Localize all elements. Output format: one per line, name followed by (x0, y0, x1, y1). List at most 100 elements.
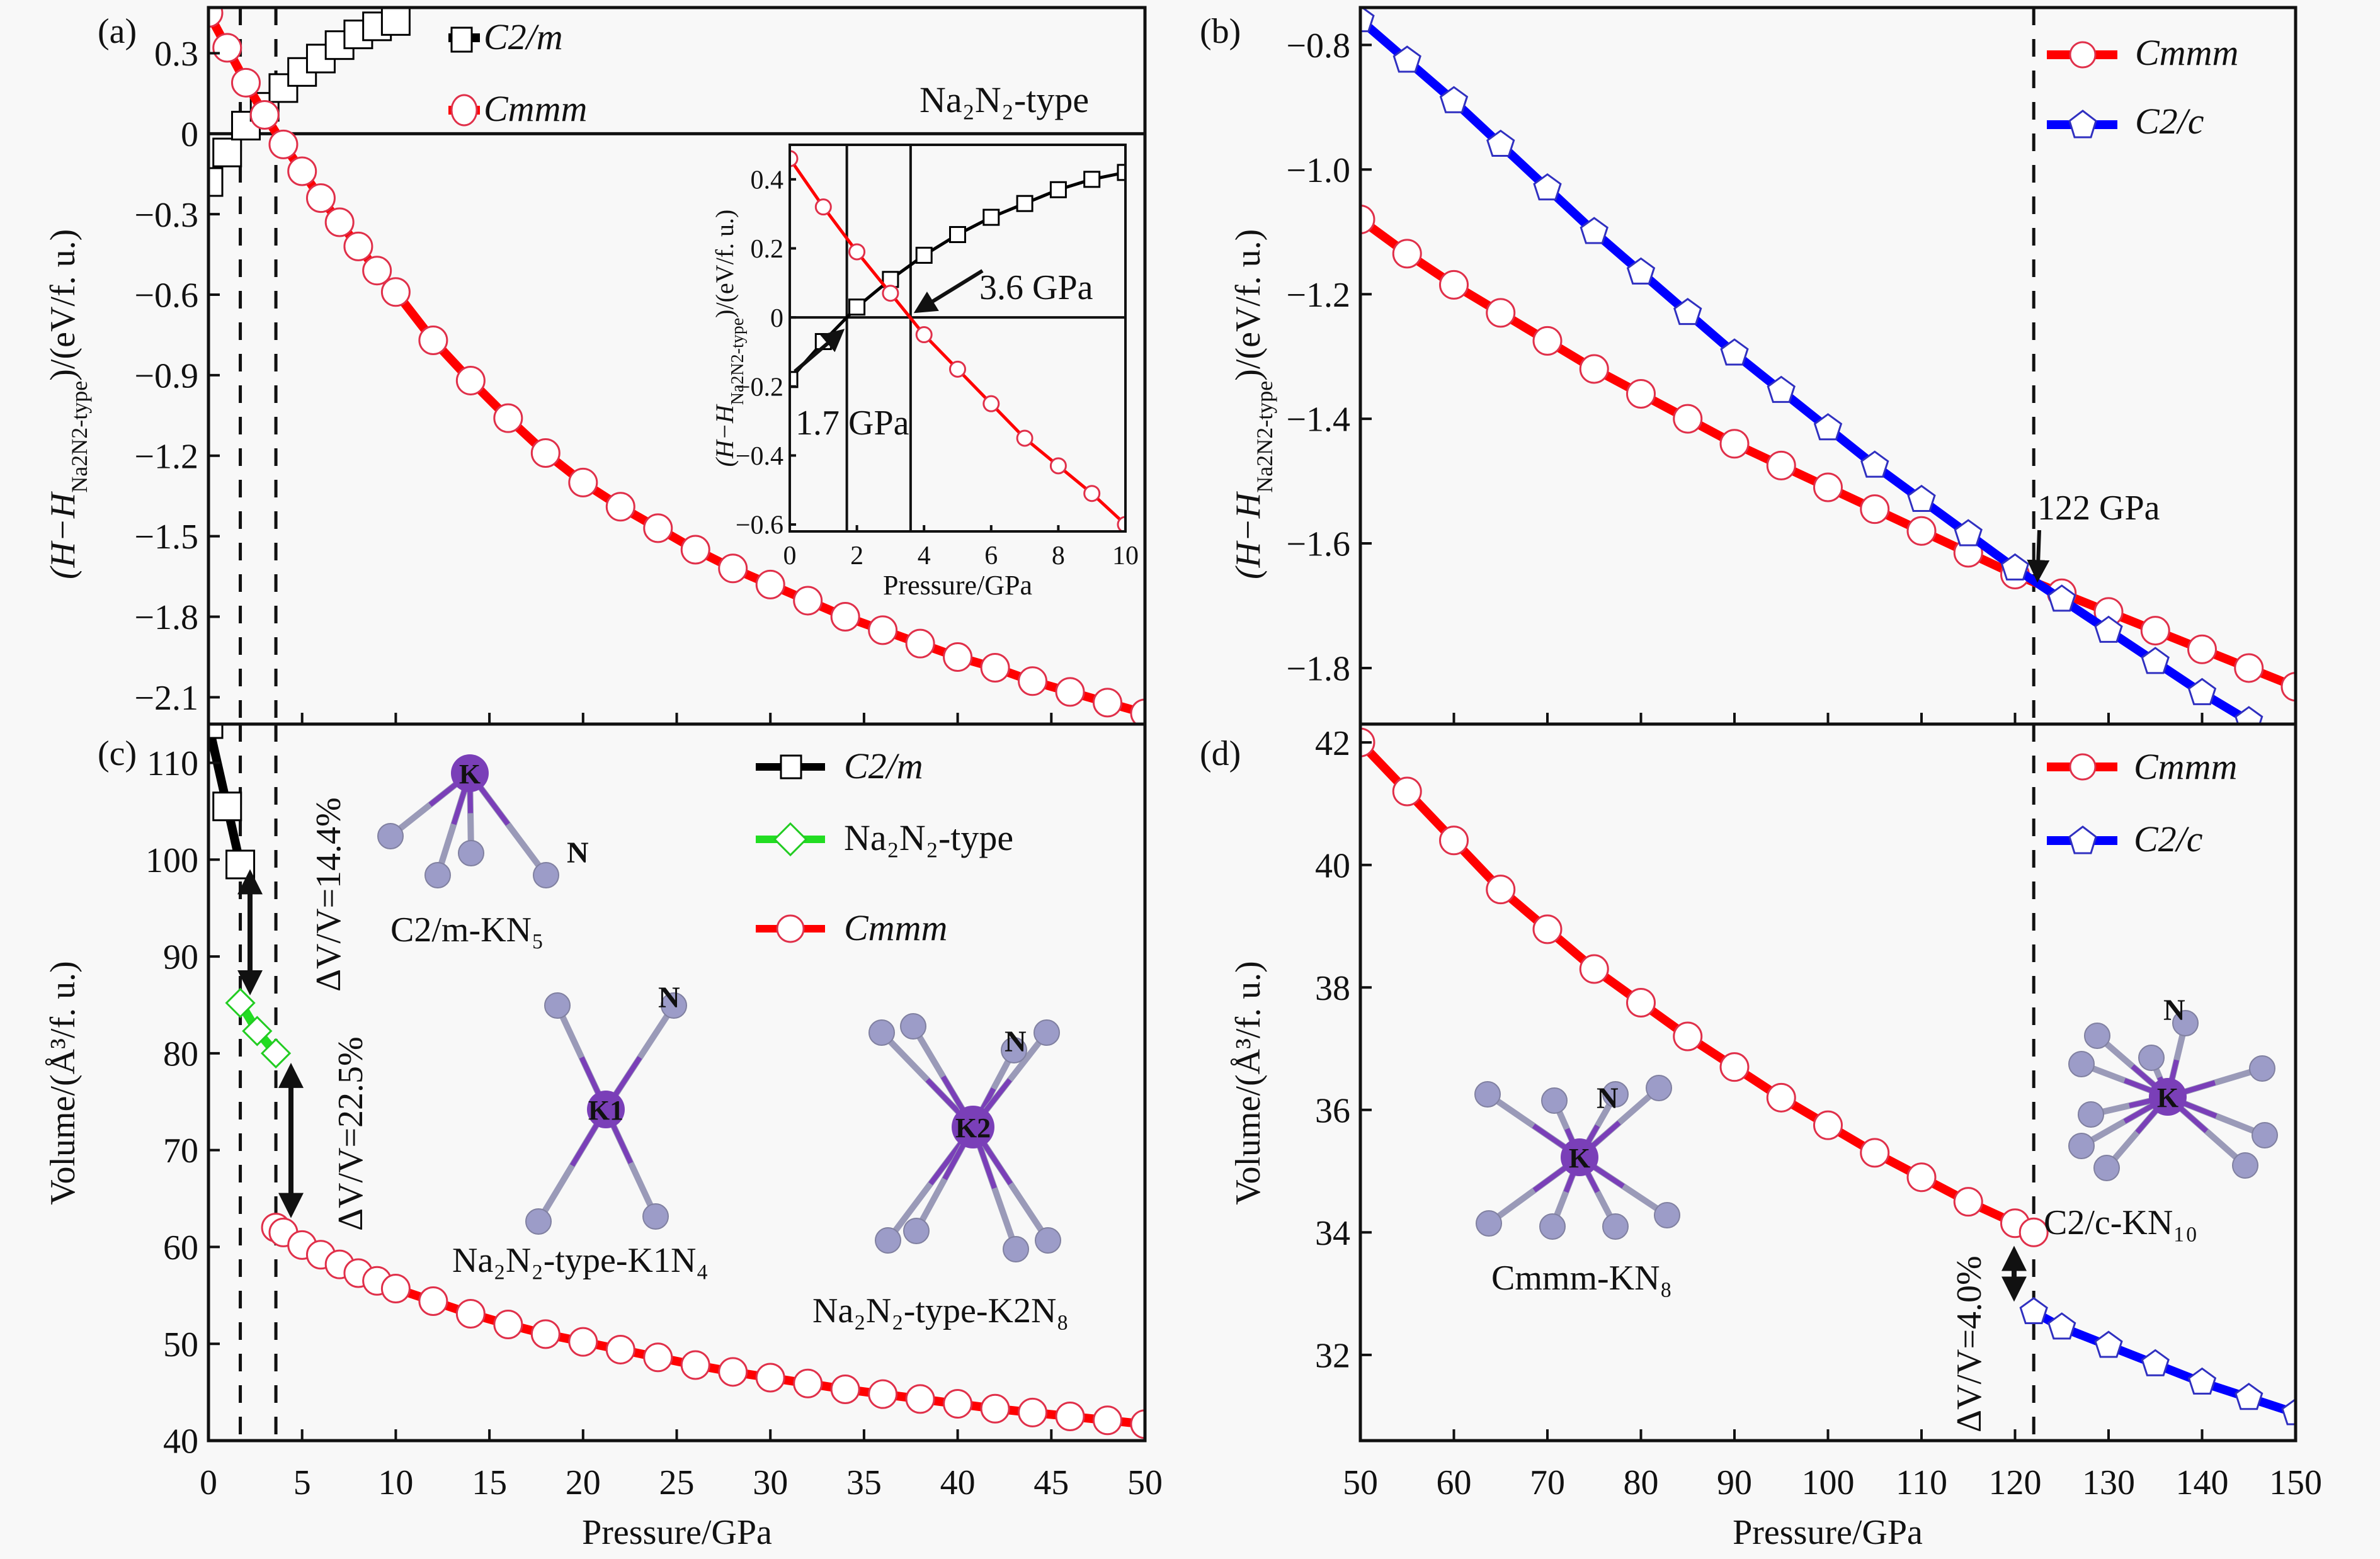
data-point (1673, 1021, 1703, 1052)
volume-jump-arrows (237, 869, 2027, 1302)
data-point (2094, 1330, 2123, 1358)
potassium-label: K (1569, 1143, 1590, 1174)
data-point (1083, 485, 1101, 502)
data-point (530, 438, 561, 468)
data-point (1117, 516, 1125, 531)
data-point (1720, 338, 1749, 366)
data-point (905, 628, 935, 659)
data-point (1579, 354, 1609, 384)
data-point (2141, 1349, 2170, 1376)
data-point (1486, 298, 1516, 328)
plot-area-b (1360, 8, 2296, 724)
legend-c-label-cmmm: Cmmm (844, 907, 947, 948)
nitrogen-atom (525, 1208, 552, 1235)
data-point (1532, 914, 1563, 944)
data-point (1392, 239, 1422, 269)
data-point (2000, 553, 2030, 581)
data-point (380, 277, 411, 307)
axis-frame (789, 144, 1127, 533)
structure-label-cmmm-kn8: Cmmm-KN₈ (1491, 1259, 1672, 1298)
legend-c-marker-c2m (780, 754, 802, 780)
data-point (287, 156, 317, 186)
data-point (1360, 8, 1375, 33)
data-point (1083, 171, 1101, 188)
nitrogen-atom (2232, 1152, 2258, 1179)
legend-a: C2/m Cmmm Na₂N₂-type (448, 16, 1089, 129)
x-tick-label: 25 (659, 1463, 695, 1502)
plot-area-a-inset (790, 145, 1125, 531)
nitrogen-atom (642, 1203, 669, 1230)
panel-label-b: (b) (1200, 12, 1241, 51)
data-point (1766, 1082, 1796, 1113)
x-tick-label: 120 (1989, 1463, 2042, 1502)
data-point (1767, 375, 1796, 403)
annotation-dv-22p5: ΔV/V=22.5% (331, 1036, 370, 1231)
y-tick-label: −0.4 (736, 442, 783, 471)
panel-a: 0.3 0 −0.3 −0.6 −0.9 −1.2 −1.5 −1.8 −2.1 (134, 6, 1147, 726)
potassium-label: K2 (955, 1113, 991, 1143)
potassium-atom (451, 754, 489, 792)
y-tick-label: −1.2 (134, 437, 198, 476)
data-point (814, 198, 832, 216)
y-tick-label: 70 (163, 1131, 198, 1171)
legend-c: C2/m Na₂N₂-type Cmmm (756, 745, 1013, 948)
data-point (1626, 988, 1656, 1018)
annotation-dv-4p0: ΔV/V=4.0% (1950, 1256, 1989, 1432)
y-tick-label: −0.6 (736, 511, 783, 540)
data-point (1533, 173, 1562, 201)
data-point (848, 243, 866, 261)
nitrogen-label: N (658, 981, 680, 1014)
data-point (1018, 1397, 1048, 1427)
nitrogen-atom (1035, 1227, 1061, 1254)
data-point (943, 642, 973, 672)
nitrogen-atom (2093, 1155, 2120, 1181)
panel-label-a: (a) (98, 12, 137, 51)
data-point (680, 1350, 710, 1380)
y-tick-label: −1.8 (134, 598, 198, 637)
nitrogen-atom (2249, 1055, 2275, 1082)
data-point (790, 371, 799, 388)
panel-a-inset: 0.40.20−0.2−0.4−0.60 2 4 6 8 10Pressure/GPa(H… (710, 144, 1139, 601)
nitrogen-atom (1474, 1081, 1501, 1108)
legend-d-marker-c2c (2068, 825, 2097, 854)
y-tick-label: 60 (163, 1228, 198, 1267)
nitrogen-atom (424, 862, 451, 888)
potassium-atom (952, 1106, 994, 1148)
data-point (2018, 1217, 2049, 1247)
x-tick-label: 2 (850, 541, 863, 570)
nitrogen-atom (2138, 1045, 2165, 1071)
series-c2-c (1360, 8, 2263, 724)
data-point (793, 1368, 823, 1398)
nitrogen-atom (868, 1019, 895, 1046)
data-point (208, 167, 224, 197)
data-point (324, 207, 355, 237)
nitrogen-atom (903, 1218, 930, 1244)
data-point (568, 1327, 598, 1357)
data-point (493, 403, 523, 433)
nitrogen-atom (1539, 1213, 1566, 1240)
plot-area-a (208, 8, 1145, 724)
panel-d: 42 40 38 36 34 32 50 60 70 80 90 100 110 120 130 140 150 (1315, 722, 2322, 1502)
data-point (2281, 1398, 2296, 1426)
data-point (455, 365, 486, 395)
y-tick-label: −1.0 (1286, 151, 1350, 190)
structure-c2m-kn5: KN (377, 754, 589, 888)
data-point (2047, 1312, 2076, 1340)
arrow-122gpa (2027, 530, 2050, 583)
x-tick-label: 130 (2082, 1463, 2135, 1502)
x-tick-label: 140 (2176, 1463, 2229, 1502)
data-point (260, 1038, 292, 1069)
potassium-label: K (2157, 1082, 2178, 1113)
data-point (1093, 688, 1123, 718)
series-cmmm (208, 8, 1145, 724)
legend-d-label-c2c: C2/c (2134, 819, 2203, 859)
panel-label-c: (c) (98, 734, 137, 773)
x-axis-title-d: Pressure/GPa (1733, 1513, 1923, 1552)
data-point (949, 360, 966, 378)
series-c2-c (2019, 1296, 2296, 1426)
data-point (605, 492, 635, 522)
series-cmmm (1360, 204, 2296, 702)
legend-a-label-cmmm: Cmmm (484, 88, 587, 129)
data-point (982, 208, 1000, 226)
data-point (1579, 954, 1609, 984)
